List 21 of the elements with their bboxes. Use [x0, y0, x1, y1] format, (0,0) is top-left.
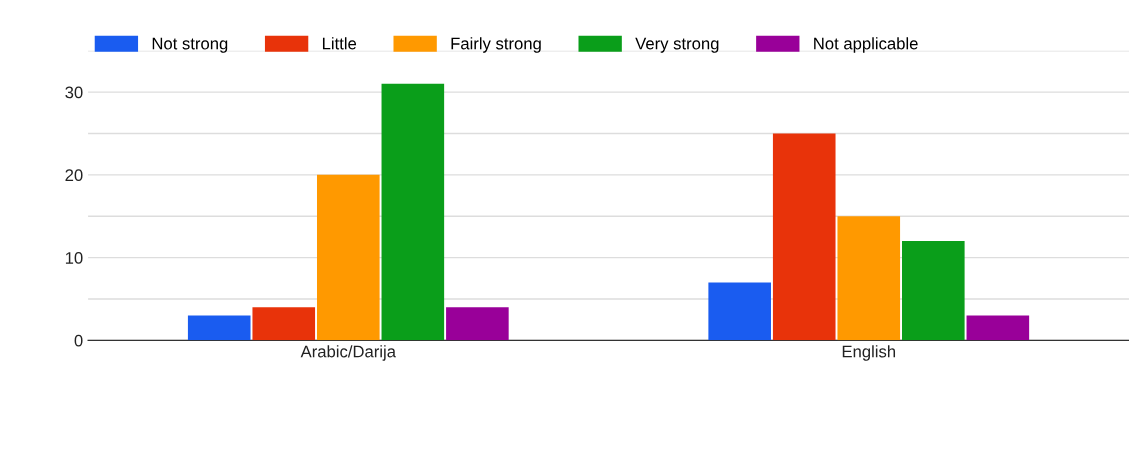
- legend-label: Not applicable: [814, 37, 918, 53]
- legend-label: Little: [322, 37, 357, 50]
- legend-label: Very strong: [635, 37, 719, 53]
- bar: [708, 282, 771, 341]
- bar: [837, 216, 901, 341]
- bar: [966, 315, 1030, 341]
- x-tick-label: English: [842, 345, 896, 361]
- bar: [772, 133, 836, 341]
- bar: [381, 83, 445, 341]
- y-tick-label: 20: [65, 169, 83, 182]
- y-tick-label: 10: [65, 252, 83, 264]
- bar: [252, 307, 316, 341]
- y-tick-label: 30: [65, 86, 83, 99]
- x-tick-label: Arabic/Darija: [300, 345, 396, 361]
- bar: [317, 174, 380, 341]
- y-tick-label: 0: [74, 334, 83, 347]
- bar: [187, 315, 251, 341]
- legend-label: Fairly strong: [451, 37, 541, 53]
- legend-label: Not strong: [152, 37, 228, 53]
- bar: [446, 307, 509, 341]
- bar: [902, 241, 965, 341]
